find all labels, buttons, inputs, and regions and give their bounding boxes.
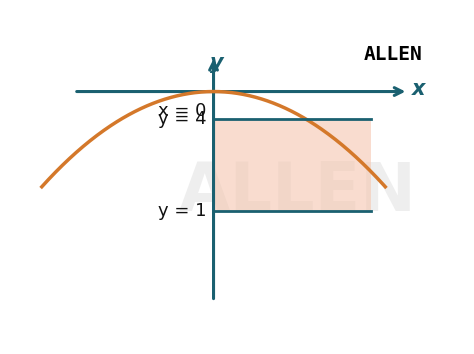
Text: y: y <box>210 53 224 73</box>
Text: ALLEN: ALLEN <box>364 45 423 64</box>
Polygon shape <box>213 119 372 211</box>
Text: y = 4: y = 4 <box>157 110 206 128</box>
Text: y = 1: y = 1 <box>158 202 206 221</box>
Text: ALLEN: ALLEN <box>179 159 417 225</box>
Text: x: x <box>412 79 425 99</box>
Text: x = 0: x = 0 <box>158 102 206 120</box>
